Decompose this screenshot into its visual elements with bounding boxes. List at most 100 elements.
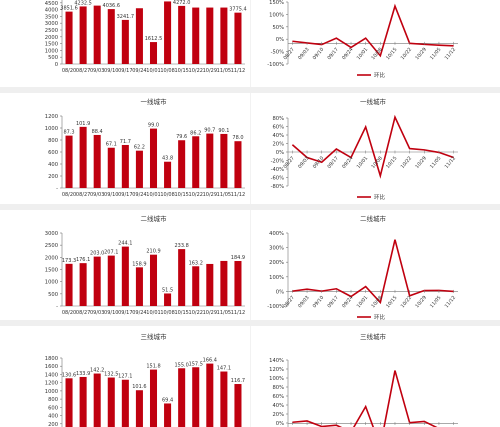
bar (107, 147, 115, 188)
y-tick-label: 3000 (45, 21, 58, 27)
bar-data-label: 163.2 (189, 260, 203, 266)
chart-title: 一线城市 (360, 97, 387, 106)
bar-data-label: 142.2 (90, 368, 104, 374)
bar (135, 267, 143, 306)
y-tick-label: 40% (272, 403, 284, 409)
x-tick-label: 08/27 (76, 192, 90, 198)
y-tick-label: 1000 (45, 389, 58, 395)
x-tick-label: 10/01 (146, 68, 160, 74)
bar-data-label: 132.5 (104, 372, 118, 378)
bar-data-label: 90.7 (204, 128, 215, 134)
x-tick-label: 10/22 (400, 295, 413, 309)
x-tick-label: 10/22 (189, 68, 203, 74)
bar-data-label: 203.0 (90, 251, 104, 257)
x-tick-label: 09/24 (132, 68, 146, 74)
bar (65, 135, 73, 188)
y-tick-label: 3000 (45, 231, 58, 237)
chart-title: 二线城市 (360, 214, 387, 223)
x-tick-label: 08/27 (282, 295, 295, 309)
x-tick-label: 08/20 (62, 68, 76, 74)
bar-data-label: 233.8 (174, 243, 188, 249)
y-tick-label: 1800 (45, 356, 58, 362)
bar (192, 367, 200, 427)
y-tick-label: -100% (267, 62, 284, 68)
x-tick-label: 10/15 (385, 295, 398, 309)
x-tick-label: 10/15 (174, 310, 188, 316)
y-tick-label: 1000 (45, 280, 58, 286)
y-tick-label: 80% (272, 116, 284, 122)
chart-title: 一线城市 (141, 97, 168, 106)
y-tick-label: 3500 (45, 14, 58, 20)
bar-data-label: 210.9 (146, 249, 160, 255)
x-tick-label: 10/15 (385, 47, 398, 61)
x-tick-label: 11/05 (429, 155, 442, 169)
bar (178, 249, 186, 306)
y-tick-label: 4000 (45, 8, 58, 14)
bar (65, 263, 73, 306)
bar-data-label: 3241.7 (117, 14, 135, 20)
x-tick-label: 11/12 (444, 155, 457, 169)
bar-data-label: 4232.5 (74, 0, 92, 6)
x-tick-label: 11/12 (231, 192, 245, 198)
bar (206, 133, 214, 188)
bar-data-label: 130.6 (62, 372, 76, 378)
bar (79, 126, 87, 188)
bar (220, 260, 228, 306)
x-tick-label: 10/01 (356, 47, 369, 61)
bar (206, 263, 214, 306)
bar (93, 256, 101, 306)
x-tick-label: 09/17 (326, 295, 339, 309)
x-tick-label: 09/17 (118, 68, 132, 74)
bar-data-label: 184.9 (231, 255, 245, 261)
x-tick-label: 09/24 (341, 295, 354, 309)
x-tick-label: 10/08 (160, 68, 174, 74)
bar (234, 141, 242, 188)
y-tick-label: 60% (272, 394, 284, 400)
y-tick-label: 120% (269, 367, 284, 373)
chart-title: 三线城市 (360, 332, 387, 341)
bar-data-label: 101.9 (76, 121, 90, 127)
y-tick-label: 400% (269, 231, 284, 237)
bar (234, 12, 242, 64)
row-divider-1 (0, 87, 500, 93)
y-tick-label: 0% (276, 421, 284, 427)
row-divider-2 (0, 204, 500, 210)
x-tick-label: 11/05 (217, 192, 231, 198)
x-tick-label: 11/12 (231, 68, 245, 74)
bar-data-label: 176.1 (76, 257, 90, 263)
y-tick-label: 0% (276, 37, 284, 43)
bar (234, 261, 242, 306)
bar (93, 134, 101, 188)
bar (65, 11, 73, 64)
x-tick-label: 10/22 (400, 47, 413, 61)
y-tick-label: 20% (272, 142, 284, 148)
y-tick-label: 100% (269, 275, 284, 281)
y-tick-label: 100% (269, 12, 284, 18)
bar (178, 140, 186, 188)
bar (206, 363, 214, 427)
bar (135, 390, 143, 427)
bar-data-label: 158.9 (132, 261, 146, 267)
bar (178, 368, 186, 427)
y-tick-label: 1500 (45, 42, 58, 48)
bar-data-label: 166.4 (203, 358, 217, 364)
legend-label: 环比 (374, 71, 386, 79)
y-tick-label: 80% (272, 385, 284, 391)
x-tick-label: 08/20 (62, 310, 76, 316)
bar-data-label: 51.5 (162, 287, 173, 293)
bar (149, 128, 158, 188)
bar (135, 8, 143, 65)
y-tick-label: 400 (48, 414, 58, 420)
bar (220, 133, 228, 188)
x-tick-label: 10/15 (174, 68, 188, 74)
x-tick-label: 10/15 (385, 155, 398, 169)
y-tick-label: 0% (276, 289, 284, 295)
bar (121, 19, 129, 64)
x-tick-label: 09/24 (132, 310, 146, 316)
chart-title: 三线城市 (141, 332, 168, 341)
bar (234, 384, 242, 427)
x-tick-label: 10/01 (146, 310, 160, 316)
y-tick-label: 1200 (45, 381, 58, 387)
x-tick-label: 08/20 (62, 192, 76, 198)
bar (192, 136, 200, 188)
